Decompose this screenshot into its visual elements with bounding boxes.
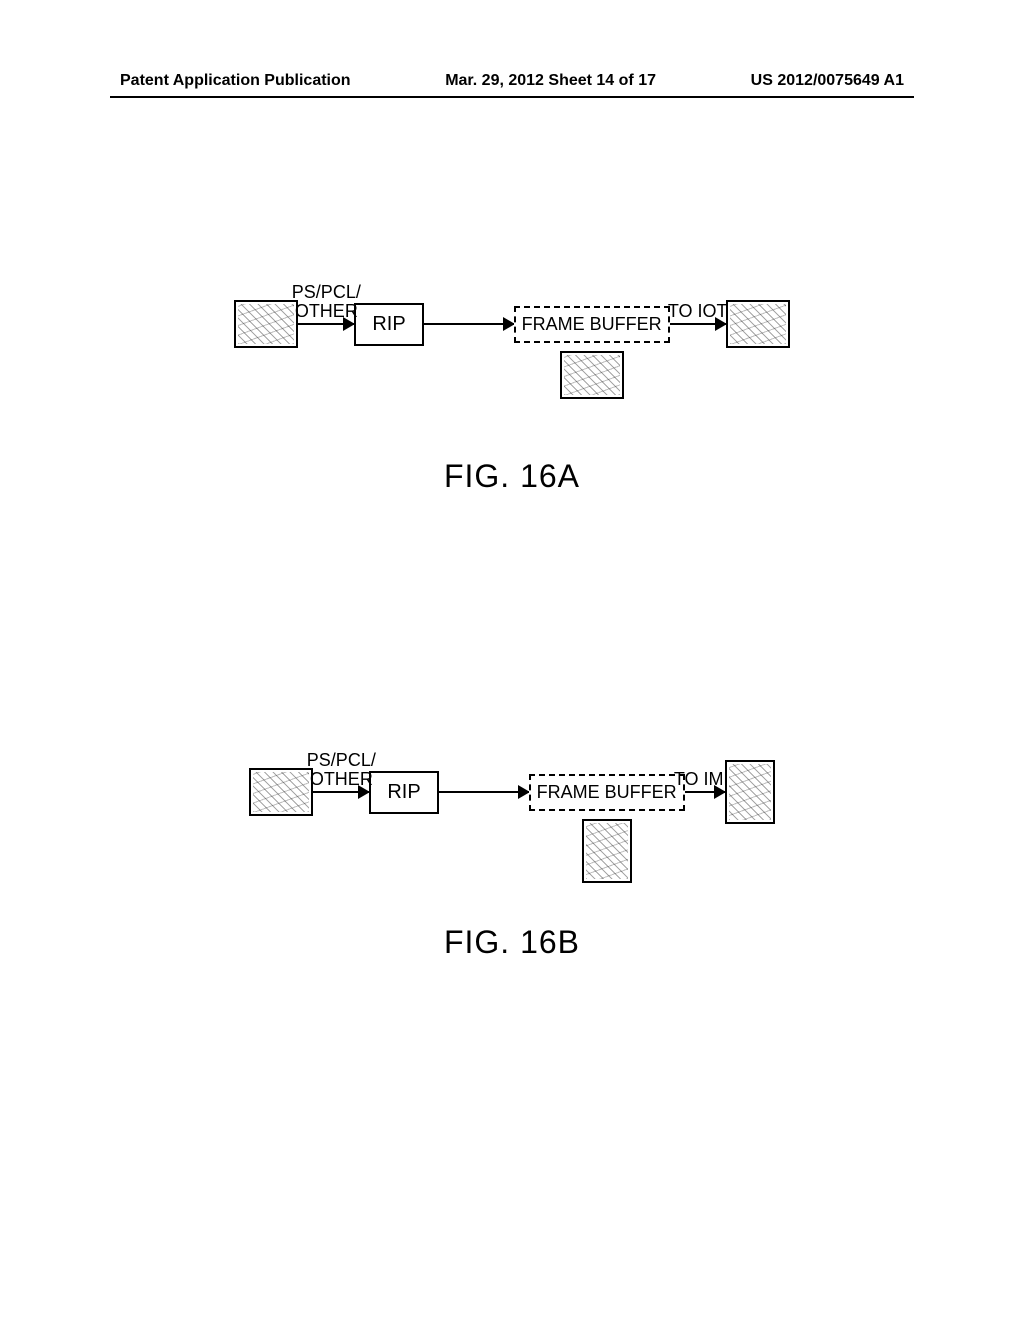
frame-buffer-box: FRAME BUFFER [514, 306, 670, 343]
arrow-3-wrap: TO IOT [670, 323, 726, 325]
input-thumbnail [234, 300, 298, 348]
arrow-1-wrap: PS/PCL/ OTHER [298, 323, 354, 325]
frame-buffer-label: FRAME BUFFER [537, 782, 677, 802]
thumbnail-sketch [238, 304, 294, 344]
figure-16b: PS/PCL/ OTHER RIP FRAME BUFFER TO IME [162, 760, 862, 961]
frame-buffer-thumbnail [560, 351, 624, 399]
input-format-label: PS/PCL/ OTHER [292, 283, 361, 321]
rip-box: RIP [354, 303, 423, 346]
output-thumbnail [725, 760, 775, 824]
frame-buffer-label: FRAME BUFFER [522, 314, 662, 334]
arrow-3 [670, 323, 726, 325]
input-thumbnail [249, 768, 313, 816]
arrow-2 [439, 791, 529, 793]
arrow-1 [313, 791, 369, 793]
arrow-1-wrap: PS/PCL/ OTHER [313, 791, 369, 793]
frame-buffer-wrap: FRAME BUFFER [514, 306, 670, 343]
frame-buffer-thumbnail [582, 819, 632, 883]
page-header: Patent Application Publication Mar. 29, … [0, 72, 1024, 90]
arrow-2-wrap [439, 791, 529, 793]
frame-buffer-box: FRAME BUFFER [529, 774, 685, 811]
thumbnail-sketch [564, 355, 620, 395]
arrow-3 [685, 791, 725, 793]
rip-label: RIP [387, 781, 420, 803]
arrow-2 [424, 323, 514, 325]
rip-box: RIP [369, 771, 438, 814]
thumbnail-sketch [586, 823, 628, 879]
figure-16a: PS/PCL/ OTHER RIP FRAME BUFFER TO IOT [162, 300, 862, 495]
thumbnail-sketch [729, 764, 771, 820]
input-label-line1: PS/PCL/ [307, 751, 376, 770]
arrow-3-wrap: TO IME [685, 791, 725, 793]
arrow-2-wrap [424, 323, 514, 325]
frame-buffer-wrap: FRAME BUFFER [529, 774, 685, 811]
thumbnail-sketch [253, 772, 309, 812]
header-center: Mar. 29, 2012 Sheet 14 of 17 [445, 72, 656, 90]
flow-row-a: PS/PCL/ OTHER RIP FRAME BUFFER TO IOT [162, 300, 862, 348]
input-label-line1: PS/PCL/ [292, 283, 361, 302]
input-format-label: PS/PCL/ OTHER [307, 751, 376, 789]
header-left: Patent Application Publication [120, 72, 351, 90]
header-rule [110, 96, 914, 98]
flow-row-b: PS/PCL/ OTHER RIP FRAME BUFFER TO IME [162, 760, 862, 824]
figure-caption: FIG. 16B [162, 924, 862, 961]
arrow-1 [298, 323, 354, 325]
rip-label: RIP [372, 313, 405, 335]
header-right: US 2012/0075649 A1 [751, 72, 904, 90]
figure-caption: FIG. 16A [162, 458, 862, 495]
output-thumbnail [726, 300, 790, 348]
thumbnail-sketch [730, 304, 786, 344]
